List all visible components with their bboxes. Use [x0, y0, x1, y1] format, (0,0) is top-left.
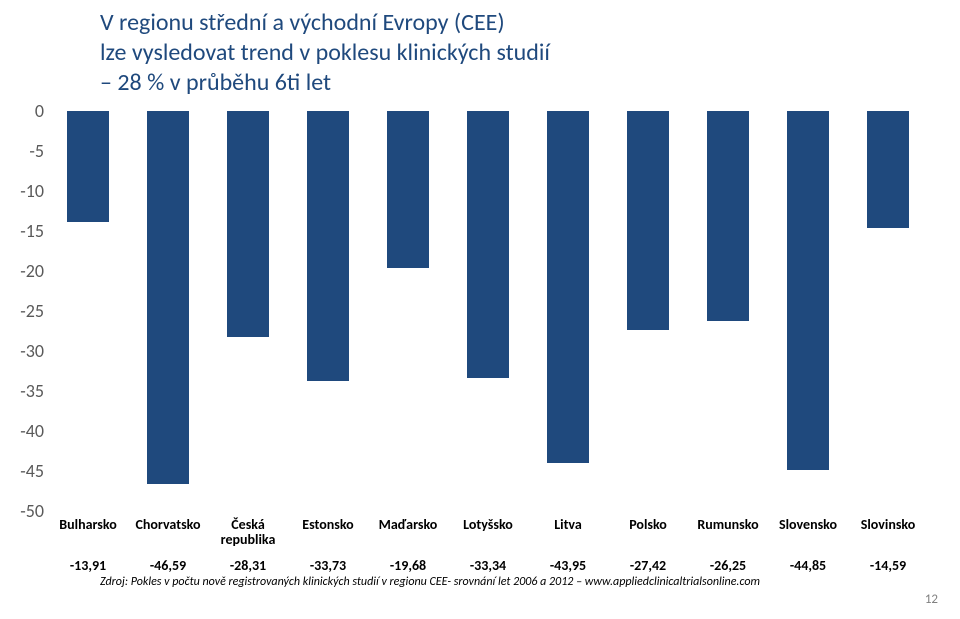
category-label: Rumunsko: [688, 517, 768, 532]
yaxis-tick-label: 0: [2, 100, 44, 122]
value-label: -43,95: [528, 557, 608, 574]
value-label: -19,68: [368, 557, 448, 574]
bar: [787, 111, 829, 470]
value-label: -14,59: [848, 557, 928, 574]
page-number: 12: [925, 592, 938, 607]
value-label: -27,42: [608, 557, 688, 574]
bar: [627, 111, 669, 330]
chart-title: V regionu střední a východní Evropy (CEE…: [100, 8, 550, 98]
bar: [387, 111, 429, 268]
category-label: Českárepublika: [208, 517, 288, 548]
plot-area: 0-5-10-15-20-25-30-35-40-45-50Bulharsko-…: [48, 111, 928, 511]
category-label: Estonsko: [288, 517, 368, 532]
bar: [227, 111, 269, 337]
value-label: -26,25: [688, 557, 768, 574]
bar: [867, 111, 909, 228]
yaxis-tick-label: -20: [2, 260, 44, 282]
yaxis-tick-label: -15: [2, 220, 44, 242]
value-label: -33,34: [448, 557, 528, 574]
yaxis-tick-label: -45: [2, 460, 44, 482]
title-line1: V regionu střední a východní Evropy (CEE…: [100, 8, 505, 37]
yaxis-tick-label: -5: [2, 140, 44, 162]
yaxis-tick-label: -40: [2, 420, 44, 442]
bar: [147, 111, 189, 484]
bar: [67, 111, 109, 222]
category-label: Polsko: [608, 517, 688, 532]
bar: [307, 111, 349, 381]
title-line2: lze vysledovat trend v poklesu klinickýc…: [100, 38, 550, 67]
bar: [547, 111, 589, 463]
source-citation: Zdroj: Pokles v počtu nově registrovanýc…: [100, 575, 760, 589]
yaxis-tick-label: -30: [2, 340, 44, 362]
category-label: Lotyšsko: [448, 517, 528, 532]
category-label: Slovinsko: [848, 517, 928, 532]
bar-chart: 0-5-10-15-20-25-30-35-40-45-50Bulharsko-…: [48, 111, 928, 511]
title-line3: – 28 % v průběhu 6ti let: [100, 68, 331, 97]
yaxis-tick-label: -50: [2, 500, 44, 522]
category-label: Maďarsko: [368, 517, 448, 532]
value-label: -13,91: [48, 557, 128, 574]
value-label: -33,73: [288, 557, 368, 574]
category-label: Chorvatsko: [128, 517, 208, 532]
yaxis-tick-label: -25: [2, 300, 44, 322]
yaxis-tick-label: -35: [2, 380, 44, 402]
bar: [467, 111, 509, 378]
value-label: -28,31: [208, 557, 288, 574]
category-label: Litva: [528, 517, 608, 532]
value-label: -44,85: [768, 557, 848, 574]
bar: [707, 111, 749, 321]
yaxis-tick-label: -10: [2, 180, 44, 202]
category-label: Bulharsko: [48, 517, 128, 532]
value-label: -46,59: [128, 557, 208, 574]
category-label: Slovensko: [768, 517, 848, 532]
